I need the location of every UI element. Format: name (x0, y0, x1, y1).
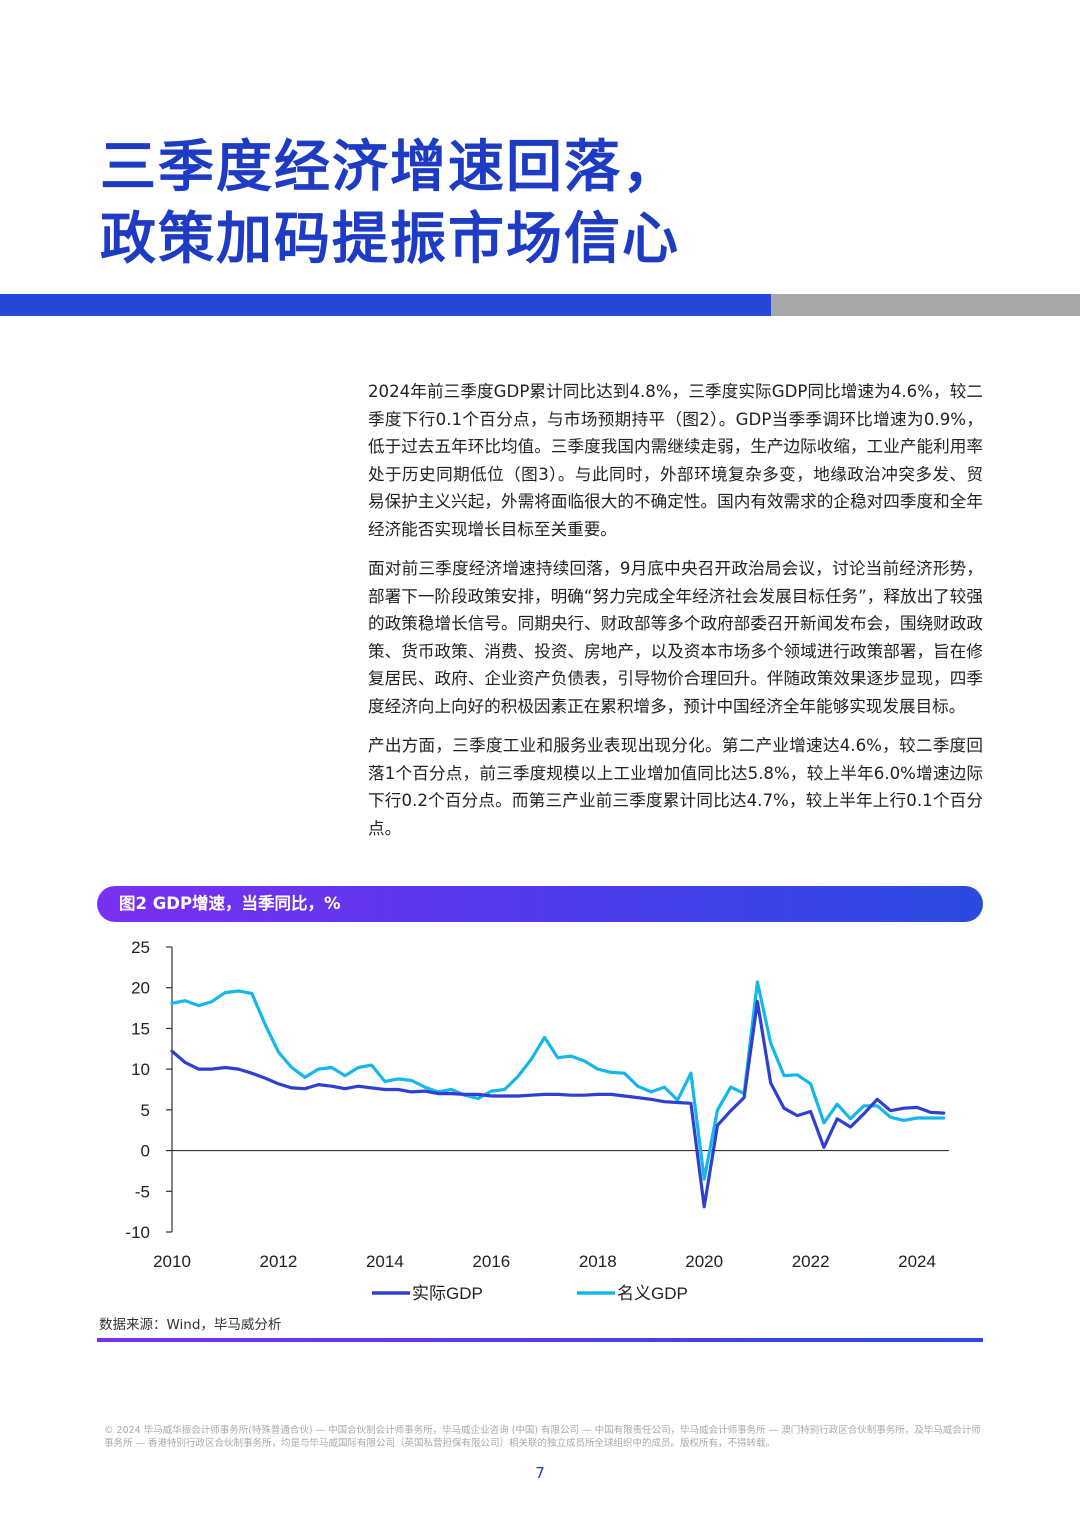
legend-label-nominal-gdp: 名义GDP (617, 1284, 688, 1303)
paragraph-2: 面对前三季度经济增速持续回落，9月底中央召开政治局会议，讨论当前经济形势，部署下… (368, 559, 983, 716)
y-tick-label: 0 (141, 1142, 150, 1161)
gdp-line-chart: -10 -5 0 5 10 15 20 25 2010 2012 2014 2016 2018 2020 2… (97, 925, 983, 1315)
x-tick-label: 2012 (260, 1252, 298, 1271)
page-number: 7 (535, 1464, 545, 1482)
header-band-blue (0, 294, 771, 316)
page-title-line1: 三季度经济增速回落， (100, 135, 680, 200)
body-text: 2024年前三季度GDP累计同比达到4.8%，三季度实际GDP同比增速为4.6%… (368, 378, 983, 854)
x-tick-label: 2014 (366, 1252, 404, 1271)
paragraph-3: 产出方面，三季度工业和服务业表现出现分化。第二产业增速达4.6%，较二季度回落1… (368, 736, 983, 838)
copyright-footer: © 2024 毕马威华振会计师事务所(特殊普通合伙) — 中国合伙制会计师事务所… (104, 1425, 981, 1449)
y-tick-label: -10 (125, 1223, 150, 1242)
y-tick-label: 25 (131, 938, 150, 957)
x-tick-label: 2016 (472, 1252, 510, 1271)
x-tick-label: 2010 (153, 1252, 191, 1271)
page-title-line2: 政策加码提振市场信心 (100, 207, 680, 272)
legend-label-real-gdp: 实际GDP (412, 1284, 483, 1303)
y-tick-label: 20 (131, 979, 150, 998)
x-tick-label: 2020 (685, 1252, 723, 1271)
x-tick-label: 2024 (898, 1252, 936, 1271)
y-tick-label: 15 (131, 1019, 150, 1038)
header-band-gray (771, 294, 1080, 316)
y-tick-label: -5 (135, 1182, 150, 1201)
chart-svg: -10 -5 0 5 10 15 20 25 2010 2012 2014 2016 2018 2020 2… (125, 938, 949, 1303)
y-tick-label: 10 (131, 1060, 150, 1079)
x-tick-label: 2018 (579, 1252, 617, 1271)
x-tick-label: 2022 (792, 1252, 830, 1271)
series-line-nominal-gdp (170, 980, 946, 1181)
page-title: 三季度经济增速回落， 政策加码提振市场信心 (100, 132, 980, 276)
series-line-real-gdp (170, 999, 946, 1209)
figure-title: 图2 GDP增速，当季同比，% (119, 894, 341, 913)
figure-title-banner: 图2 GDP增速，当季同比，% (97, 886, 983, 922)
paragraph-1: 2024年前三季度GDP累计同比达到4.8%，三季度实际GDP同比增速为4.6%… (368, 382, 983, 539)
y-tick-label: 5 (141, 1101, 150, 1120)
data-source: 数据来源：Wind，毕马威分析 (99, 1317, 282, 1333)
source-divider (97, 1338, 983, 1342)
